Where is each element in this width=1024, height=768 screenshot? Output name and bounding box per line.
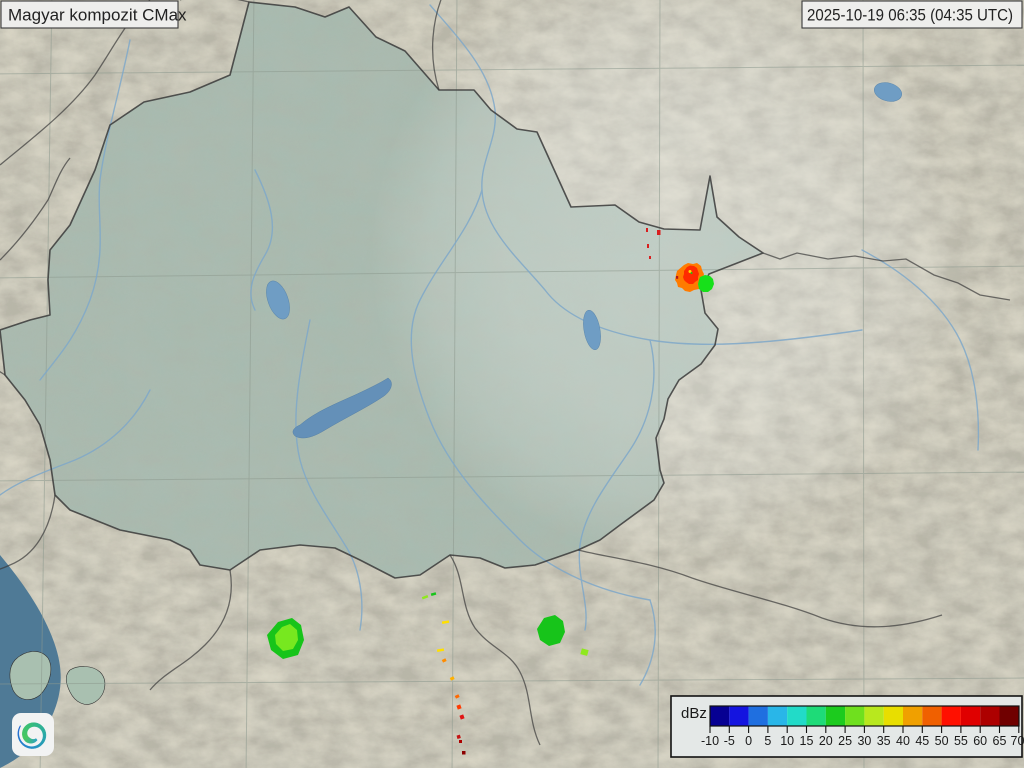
- svg-text:15: 15: [800, 734, 814, 748]
- svg-text:40: 40: [896, 734, 910, 748]
- svg-text:70: 70: [1011, 734, 1024, 748]
- svg-text:30: 30: [857, 734, 871, 748]
- svg-text:-5: -5: [724, 734, 735, 748]
- svg-text:0: 0: [745, 734, 752, 748]
- svg-text:35: 35: [877, 734, 891, 748]
- svg-text:Magyar kompozit CMax: Magyar kompozit CMax: [8, 6, 187, 25]
- svg-text:60: 60: [973, 734, 987, 748]
- svg-text:50: 50: [935, 734, 949, 748]
- svg-text:65: 65: [993, 734, 1007, 748]
- svg-text:-10: -10: [701, 734, 719, 748]
- svg-text:20: 20: [819, 734, 833, 748]
- svg-text:10: 10: [780, 734, 794, 748]
- svg-text:dBz: dBz: [681, 705, 707, 722]
- svg-text:25: 25: [838, 734, 852, 748]
- svg-text:45: 45: [915, 734, 929, 748]
- svg-text:2025-10-19 06:35 (04:35 UTC): 2025-10-19 06:35 (04:35 UTC): [807, 6, 1013, 25]
- svg-text:55: 55: [954, 734, 968, 748]
- svg-text:5: 5: [764, 734, 771, 748]
